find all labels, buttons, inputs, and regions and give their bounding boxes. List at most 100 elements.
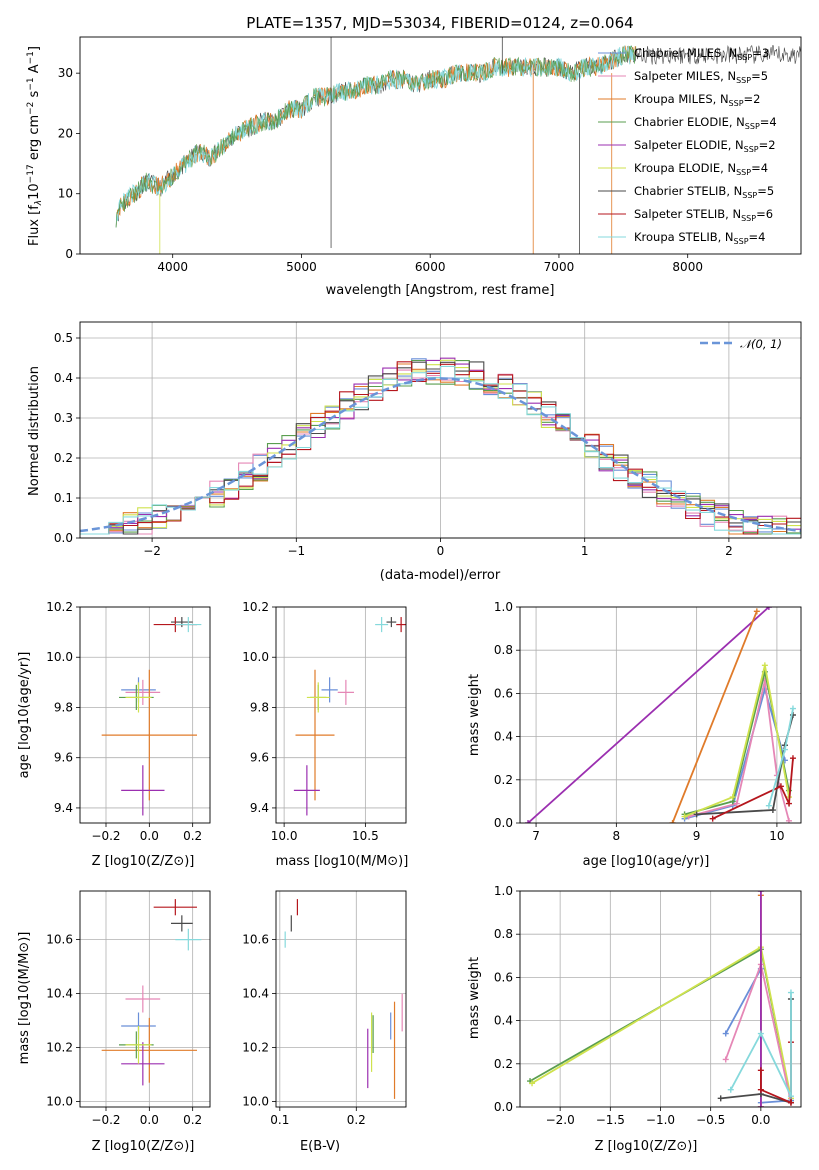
x-tick-label: 4000 [157,260,188,274]
y-tick-label: 10.0 [242,1095,269,1109]
x-tick-label: 0.0 [140,1113,159,1127]
y-tick-label: 0.8 [494,643,513,657]
weight-point [787,989,794,996]
weight-point [681,813,688,820]
x-tick-label: −2 [143,544,161,558]
y-tick-label: 10 [58,187,73,201]
age-z-xlabel: Z [log10(Z/Z⊙)] [92,854,195,869]
weight-age-xlabel: age [log10(age/yr)] [583,854,710,869]
y-tick-label: 0.4 [54,371,73,385]
x-tick-label: 6000 [415,260,446,274]
spectrum-line [115,45,637,228]
mass-ebv-xlabel: E(B-V) [300,1139,340,1154]
weight-point [781,746,788,753]
x-tick-label: 0.2 [183,1113,202,1127]
spectrum-ylabel-p7: −1 [26,77,36,90]
legend-entry: Chabrier ELODIE, NSSP=4 [634,115,777,131]
y-tick-label: 0.1 [54,491,73,505]
residuals-ylabel: Normed distribution [27,366,42,496]
x-tick-label: −0.5 [696,1113,725,1127]
spectrum-xlabel: wavelength [Angstrom, rest frame] [326,283,555,298]
x-tick-label: −1.5 [596,1113,625,1127]
weight-vs-age-panel: age [log10(age/yr)] mass weight 7 8 9 10 0.0… [467,600,802,869]
spectrum-ylabel-p8: A [27,64,42,77]
axes-frame [519,606,802,824]
axes-frame [79,321,802,539]
y-tick-label: 10.6 [46,933,73,947]
spectrum-ylabel-p3: −17 [26,164,36,183]
spectrum-legend: Chabrier MILES, NSSP=3 Salpeter MILES, NS… [598,46,777,246]
spectrum-ylabel-p9: −1 [26,51,36,64]
y-tick-label: 10.4 [242,987,269,1001]
gaussian-legend-label: 𝒩(0, 1) [740,337,782,351]
weight-line [730,992,792,1097]
y-tick-label: 10.2 [46,1041,73,1055]
legend-entry: Salpeter MILES, NSSP=5 [634,69,768,85]
x-tick-label: 10 [769,829,784,843]
weight-point [757,1030,764,1037]
weight-z-xlabel: Z [log10(Z/Z⊙)] [595,1139,698,1154]
y-tick-label: 0.6 [494,686,513,700]
x-tick-label: 0 [437,544,445,558]
residuals-xlabel: (data-model)/error [380,568,501,583]
weight-point [709,815,716,822]
weight-point [669,820,676,823]
y-tick-label: 0.6 [494,970,513,984]
plot-area [101,899,202,1086]
legend-entry: Kroupa MILES, NSSP=2 [634,92,760,108]
plot-area [527,891,794,1107]
spectrum-ylabel-p4: erg cm [27,115,42,164]
weight-point [717,1095,724,1102]
residuals-panel: (data-model)/error Normed distribution −… [27,321,802,583]
age-mass-xlabel: mass [log10(M/M⊙)] [276,854,409,869]
spectrum-line [115,45,637,228]
spectrum-ylabel-p10: ] [27,46,42,51]
spectrum-ylabel-p5: −2 [26,102,36,115]
x-tick-label: −0.2 [91,1113,120,1127]
y-tick-label: 9.4 [250,801,269,815]
spectrum-ylabel-p6: s [27,90,42,101]
x-tick-label: 10.0 [271,829,298,843]
weight-age-ylabel: mass weight [467,674,482,756]
weight-point [789,705,796,712]
weight-point [753,608,760,615]
x-tick-label: 5000 [286,260,317,274]
x-tick-label: −2.0 [546,1113,575,1127]
y-tick-label: 0.2 [494,1057,513,1071]
axes-frame [79,890,211,1108]
y-tick-label: 0.0 [54,531,73,545]
y-tick-label: 0.0 [494,816,513,830]
plot-area [101,617,202,816]
y-tick-label: 1.0 [494,884,513,898]
x-tick-label: 8000 [672,260,703,274]
weight-line [527,607,770,823]
y-tick-label: 20 [58,126,73,140]
y-tick-label: 10.0 [46,1095,73,1109]
x-tick-label: 7000 [544,260,575,274]
legend-entry: Chabrier MILES, NSSP=3 [634,46,769,62]
mass-z-ylabel: mass [log10(M/M⊙)] [17,932,32,1065]
y-tick-label: 0.0 [494,1100,513,1114]
plot-area [115,37,801,254]
y-tick-label: 1.0 [494,600,513,614]
x-tick-label: 0.0 [140,829,159,843]
weight-point [777,783,784,790]
weight-point [757,1104,764,1107]
histogram-step [80,361,801,535]
weight-point [789,755,796,762]
spectrum-ylabel-p2: 10 [27,183,42,200]
x-tick-label: 9 [693,829,701,843]
spectrum-ylabel-p1: λ [34,200,44,206]
y-tick-label: 10.2 [242,1041,269,1055]
x-tick-label: −0.2 [91,829,120,843]
y-tick-label: 9.8 [250,700,269,714]
y-tick-label: 0.8 [494,927,513,941]
histogram-step [80,365,801,535]
y-tick-label: 9.6 [54,751,73,765]
gaussian-curve [80,377,801,533]
y-tick-label: 0.2 [494,773,513,787]
legend-entry: Salpeter STELIB, NSSP=6 [634,207,773,223]
plot-area [284,899,403,1099]
weight-point [785,800,792,807]
